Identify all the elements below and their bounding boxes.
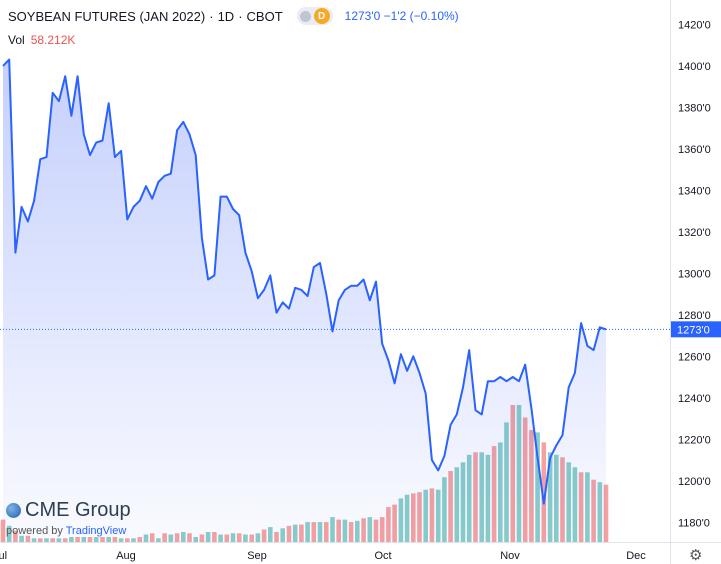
tradingview-link[interactable]: TradingView bbox=[65, 525, 127, 537]
y-tick-label: 1180'0 bbox=[678, 517, 710, 529]
volume-label: Vol bbox=[8, 33, 25, 47]
volume-bar bbox=[541, 442, 547, 542]
x-tick-label: Jul bbox=[0, 550, 7, 562]
x-tick-label: Nov bbox=[500, 550, 520, 562]
price-area bbox=[3, 59, 606, 542]
last-price-label: 1273'0 bbox=[677, 324, 710, 336]
last-price-box bbox=[671, 321, 721, 338]
price-line bbox=[2, 58, 607, 505]
last-quote: 1273'0 −1'2 (−0.10%) bbox=[344, 9, 459, 23]
y-tick-label: 1240'0 bbox=[678, 393, 711, 405]
y-tick-label: 1300'0 bbox=[678, 268, 711, 280]
delayed-badge: D bbox=[313, 8, 330, 24]
cme-logo[interactable]: CME Group powered by TradingView bbox=[6, 499, 131, 537]
volume-value: 58.212K bbox=[30, 33, 76, 47]
globe-icon bbox=[6, 503, 21, 518]
y-tick-label: 1400'0 bbox=[678, 61, 711, 73]
x-tick-label: Dec bbox=[626, 550, 646, 562]
separator: · bbox=[238, 8, 243, 24]
interval-label[interactable]: 1D bbox=[217, 8, 235, 24]
symbol-title: SOYBEAN FUTURES (JAN 2022) bbox=[8, 8, 206, 24]
y-tick-label: 1420'0 bbox=[678, 19, 711, 31]
volume-legend: Vol 58.212K bbox=[8, 33, 75, 47]
x-tick-label: Aug bbox=[116, 550, 136, 562]
y-tick-label: 1320'0 bbox=[678, 227, 711, 239]
x-tick-label: Sep bbox=[247, 550, 267, 562]
status-badge: D bbox=[296, 7, 333, 25]
y-tick-label: 1380'0 bbox=[678, 102, 711, 114]
y-tick-label: 1340'0 bbox=[678, 185, 711, 197]
chart-legend: SOYBEAN FUTURES (JAN 2022) · 1D · CBOT D… bbox=[8, 7, 459, 25]
gear-icon[interactable]: ⚙ bbox=[689, 547, 703, 564]
y-tick-label: 1280'0 bbox=[678, 310, 711, 322]
exchange-label: CBOT bbox=[246, 8, 283, 24]
market-status-dot bbox=[299, 10, 311, 22]
powered-by: powered by TradingView bbox=[6, 525, 131, 537]
powered-by-text: powered by bbox=[6, 525, 63, 537]
separator: · bbox=[209, 8, 214, 24]
y-tick-label: 1360'0 bbox=[678, 144, 711, 156]
y-tick-label: 1200'0 bbox=[678, 476, 711, 488]
y-tick-label: 1260'0 bbox=[678, 351, 711, 363]
cme-brand: CME Group bbox=[6, 499, 131, 522]
x-tick-label: Oct bbox=[374, 550, 391, 562]
y-tick-label: 1220'0 bbox=[678, 434, 711, 446]
cme-logo-text: CME Group bbox=[25, 499, 131, 521]
